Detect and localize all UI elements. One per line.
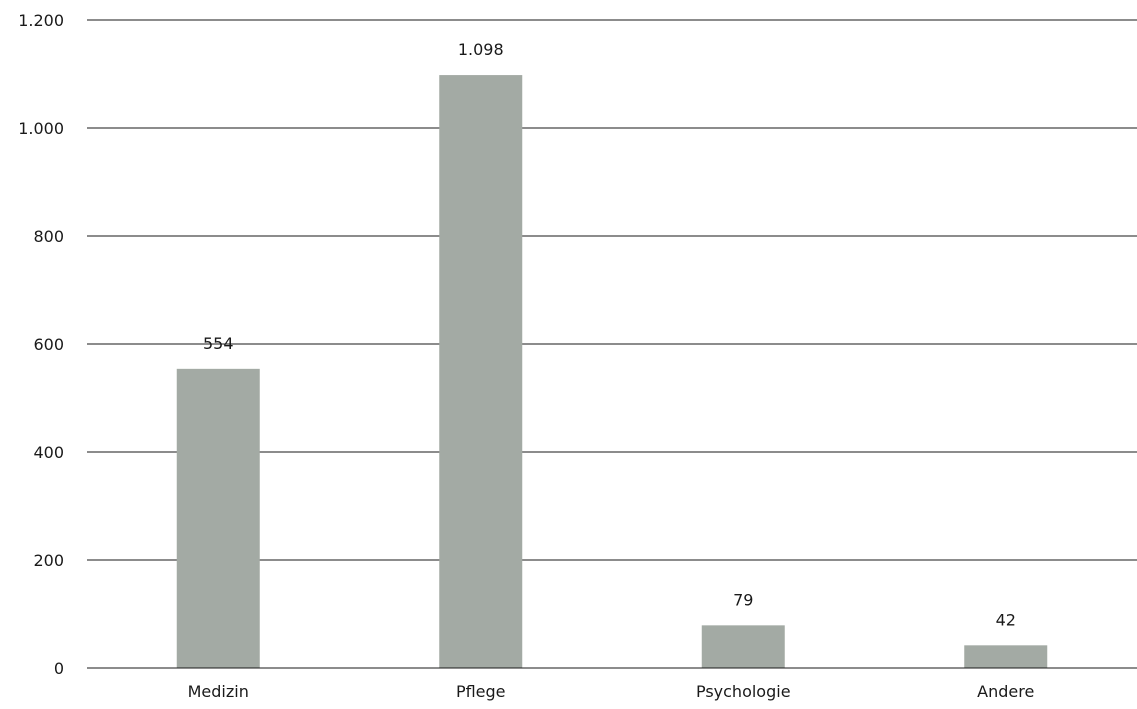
value-label: 554 bbox=[203, 334, 234, 353]
x-category-label: Pflege bbox=[456, 682, 506, 701]
x-category-label: Medizin bbox=[188, 682, 249, 701]
y-tick-label: 1.000 bbox=[18, 119, 64, 138]
bar-pflege bbox=[439, 75, 523, 668]
y-tick-label: 600 bbox=[33, 335, 64, 354]
bar-psychologie bbox=[701, 625, 785, 668]
value-label: 1.098 bbox=[458, 40, 504, 59]
bar-andere bbox=[964, 645, 1048, 668]
value-label: 42 bbox=[996, 610, 1016, 629]
y-tick-label: 1.200 bbox=[18, 11, 64, 30]
y-tick-label: 400 bbox=[33, 443, 64, 462]
y-tick-label: 0 bbox=[54, 659, 64, 678]
gridlines bbox=[87, 19, 1137, 669]
labels: 0 200 400 600 800 1.000 1.200 554 Medizin 1.098 Pf… bbox=[18, 11, 1034, 701]
x-category-label: Andere bbox=[977, 682, 1034, 701]
bar-medizin bbox=[176, 368, 260, 668]
bars bbox=[87, 75, 1137, 669]
y-tick-label: 800 bbox=[33, 227, 64, 246]
x-category-label: Psychologie bbox=[696, 682, 791, 701]
value-label: 79 bbox=[733, 590, 753, 609]
y-tick-label: 200 bbox=[33, 551, 64, 570]
